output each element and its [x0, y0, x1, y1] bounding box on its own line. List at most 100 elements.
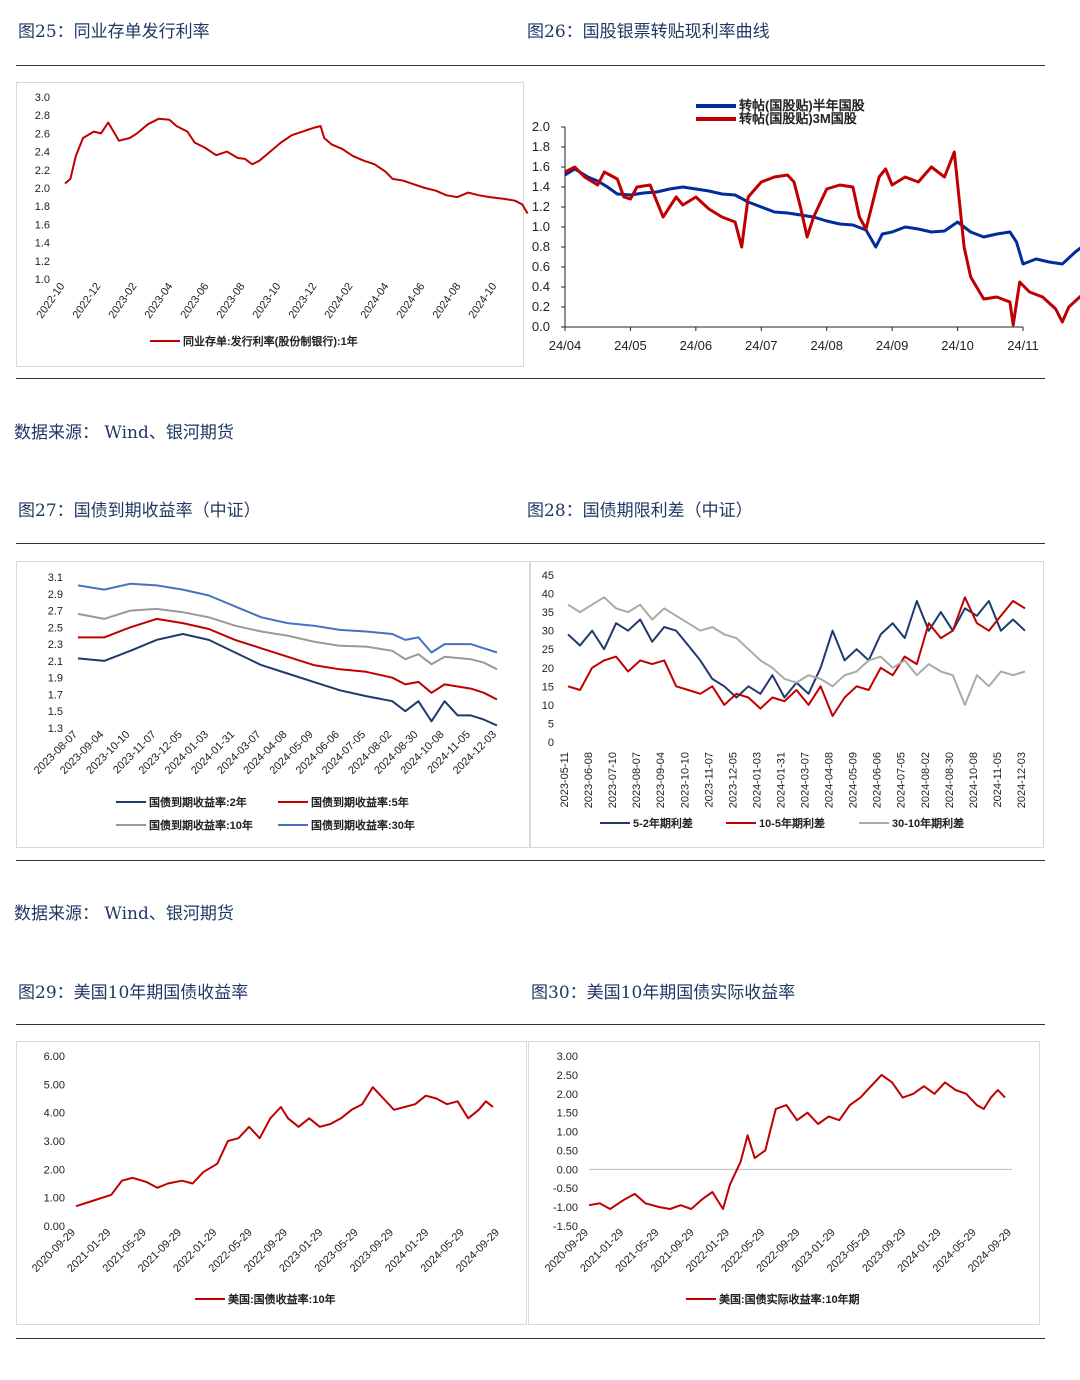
- y-tick-label: 1.8: [532, 139, 550, 154]
- legend-label: 30-10年期利差: [892, 816, 964, 830]
- y-tick-label: 3.00: [44, 1136, 65, 1148]
- y-tick-label: 0.00: [557, 1164, 578, 1176]
- y-tick-label: 10: [542, 700, 554, 712]
- y-tick-label: 3.0: [35, 92, 50, 104]
- source-note: 数据来源： Wind、银河期货: [14, 423, 234, 443]
- x-tick-label: 24/09: [876, 338, 909, 353]
- y-tick-label: 1.7: [48, 689, 63, 701]
- y-tick-label: 1.6: [35, 219, 50, 231]
- legend-label: 国债到期收益率:30年: [311, 818, 415, 832]
- series-line: [64, 117, 529, 215]
- legend-label: 转帖(国股贴)半年国股: [739, 98, 865, 113]
- y-tick-label: 2.00: [557, 1089, 578, 1101]
- y-tick-label: 1.0: [35, 274, 50, 286]
- y-tick-label: 35: [542, 607, 554, 619]
- series-line: [588, 1073, 1006, 1210]
- x-tick-label: 24/05: [614, 338, 647, 353]
- x-tick-label: 2024-01-31: [775, 752, 787, 808]
- x-tick-label: 2024-10-08: [968, 752, 980, 808]
- figure-26-title: 图26：国股银票转贴现利率曲线: [527, 22, 770, 42]
- legend-label: 5-2年期利差: [633, 816, 693, 830]
- y-tick-label: 2.5: [48, 622, 63, 634]
- y-tick-label: 1.4: [532, 179, 550, 194]
- series-line: [75, 1086, 494, 1208]
- y-tick-label: 15: [542, 681, 554, 693]
- divider: [16, 860, 1045, 861]
- y-tick-label: 2.00: [44, 1164, 65, 1176]
- y-tick-label: 2.0: [35, 183, 50, 195]
- legend-label: 同业存单:发行利率(股份制银行):1年: [183, 334, 358, 348]
- y-tick-label: 2.7: [48, 606, 63, 618]
- y-tick-label: 1.50: [557, 1108, 578, 1120]
- figure-27-title: 图27：国债到期收益率（中证）: [18, 501, 261, 521]
- series-line: [567, 596, 1026, 706]
- y-tick-label: 2.9: [48, 589, 63, 601]
- y-tick-label: 2.50: [557, 1070, 578, 1082]
- y-tick-label: 0.4: [532, 279, 550, 294]
- divider: [16, 543, 1045, 544]
- series-line: [564, 167, 1080, 266]
- x-tick-label: 2024-05-09: [848, 752, 860, 808]
- x-tick-label: 2023-10-10: [679, 752, 691, 808]
- chart-frame: [16, 1041, 527, 1325]
- source-note: 数据来源： Wind、银河期货: [14, 904, 234, 924]
- x-tick-label: 2024-12-03: [1016, 752, 1028, 808]
- series-line: [567, 596, 1026, 717]
- y-tick-label: 1.00: [44, 1193, 65, 1205]
- x-tick-label: 2023-12-05: [727, 752, 739, 808]
- x-tick-label: 24/04: [549, 338, 582, 353]
- legend-label: 10-5年期利差: [759, 816, 825, 830]
- y-tick-label: 1.9: [48, 673, 63, 685]
- x-tick-label: 2024-04-08: [824, 752, 836, 808]
- y-tick-label: 4.00: [44, 1108, 65, 1120]
- y-tick-label: 1.4: [35, 238, 50, 250]
- series-line: [77, 582, 498, 654]
- series-line: [564, 150, 1080, 327]
- y-tick-label: 0.6: [532, 259, 550, 274]
- x-tick-label: 2024-07-05: [896, 752, 908, 808]
- series-line: [77, 633, 498, 727]
- chart-frame: [16, 561, 530, 848]
- x-tick-label: 24/07: [745, 338, 778, 353]
- divider: [16, 1338, 1045, 1339]
- y-tick-label: 0.2: [532, 299, 550, 314]
- figure-29-title: 图29：美国10年期国债收益率: [18, 983, 249, 1003]
- x-tick-label: 24/10: [941, 338, 974, 353]
- y-tick-label: 1.8: [35, 201, 50, 213]
- y-tick-label: 45: [542, 570, 554, 582]
- y-tick-label: 0: [548, 737, 554, 749]
- y-tick-label: 3.1: [48, 572, 63, 584]
- series-line: [77, 607, 498, 671]
- x-tick-label: 2024-08-30: [944, 752, 956, 808]
- y-tick-label: 40: [542, 589, 554, 601]
- x-tick-label: 2023-11-07: [703, 752, 715, 807]
- figure-28-title: 图28：国债期限利差（中证）: [527, 501, 753, 521]
- x-tick-label: 2023-06-08: [583, 752, 595, 808]
- y-tick-label: -1.50: [553, 1221, 578, 1233]
- x-tick-label: 24/08: [810, 338, 843, 353]
- legend-label: 美国:国债收益率:10年: [228, 1292, 336, 1306]
- y-tick-label: 1.2: [35, 256, 50, 268]
- y-tick-label: 1.0: [532, 219, 550, 234]
- y-tick-label: 2.1: [48, 656, 63, 668]
- x-tick-label: 2023-09-04: [655, 752, 667, 808]
- x-tick-label: 24/11: [1007, 338, 1039, 353]
- y-tick-label: 1.5: [48, 706, 63, 718]
- divider: [16, 65, 1045, 66]
- y-tick-label: 20: [542, 663, 554, 675]
- legend-label: 转帖(国股贴)3M国股: [739, 111, 857, 126]
- divider: [16, 1024, 1045, 1025]
- legend-label: 国债到期收益率:2年: [149, 795, 247, 809]
- y-tick-label: 0.8: [532, 239, 550, 254]
- y-tick-label: 1.00: [557, 1127, 578, 1139]
- y-tick-label: 5.00: [44, 1079, 65, 1091]
- y-tick-label: -0.50: [553, 1183, 578, 1195]
- figure-25-title: 图25：同业存单发行利率: [18, 22, 210, 42]
- y-tick-label: 2.6: [35, 128, 50, 140]
- divider: [16, 378, 1045, 379]
- y-tick-label: 1.6: [532, 159, 550, 174]
